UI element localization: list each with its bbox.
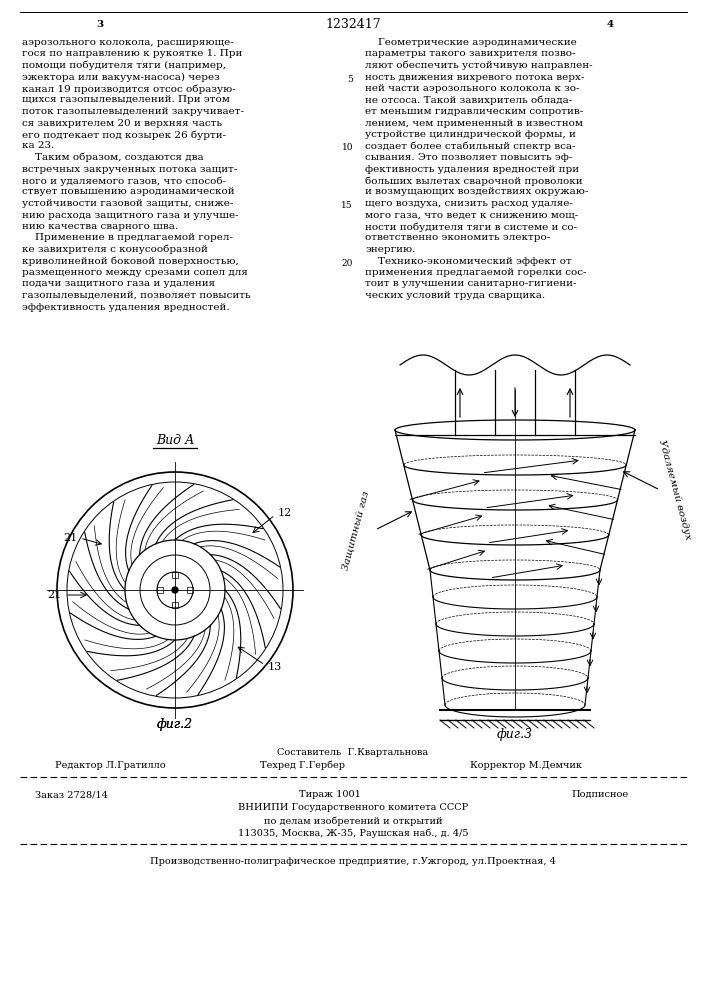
Text: 10: 10 <box>341 143 353 152</box>
Text: мого газа, что ведет к снижению мощ-: мого газа, что ведет к снижению мощ- <box>365 211 578 220</box>
Text: параметры такого завихрителя позво-: параметры такого завихрителя позво- <box>365 49 575 58</box>
Text: ного и удаляемого газов, что способ-: ного и удаляемого газов, что способ- <box>22 176 226 186</box>
Text: ней части аэрозольного колокола к зо-: ней части аэрозольного колокола к зо- <box>365 84 580 93</box>
Text: устройстве цилиндрической формы, и: устройстве цилиндрической формы, и <box>365 130 576 139</box>
Text: создает более стабильный спектр вса-: создает более стабильный спектр вса- <box>365 141 575 151</box>
Text: нию качества сварного шва.: нию качества сварного шва. <box>22 222 178 231</box>
Text: лением, чем примененный в известном: лением, чем примененный в известном <box>365 118 583 127</box>
Text: ность движения вихревого потока верх-: ность движения вихревого потока верх- <box>365 73 585 82</box>
Text: ке завихрителя с конусообразной: ке завихрителя с конусообразной <box>22 245 208 254</box>
Text: эжектора или вакуум-насоса) через: эжектора или вакуум-насоса) через <box>22 73 220 82</box>
Text: 21: 21 <box>48 590 62 600</box>
Text: его подтекает под козырек 26 бурти-: его подтекает под козырек 26 бурти- <box>22 130 226 139</box>
Text: 15: 15 <box>341 201 353 210</box>
Text: ВНИИПИ Государственного комитета СССР: ВНИИПИ Государственного комитета СССР <box>238 803 468 812</box>
Text: ка 23.: ка 23. <box>22 141 54 150</box>
Text: больших вылетах сварочной проволоки: больших вылетах сварочной проволоки <box>365 176 583 186</box>
Text: по делам изобретений и открытий: по делам изобретений и открытий <box>264 816 443 826</box>
Text: эффективность удаления вредностей.: эффективность удаления вредностей. <box>22 302 230 312</box>
Text: Заказ 2728/14: Заказ 2728/14 <box>35 790 108 799</box>
Text: Составитель  Г.Квартальнова: Составитель Г.Квартальнова <box>277 748 428 757</box>
Text: встречных закрученных потока защит-: встречных закрученных потока защит- <box>22 164 238 174</box>
Text: аэрозольного колокола, расширяюще-: аэрозольного колокола, расширяюще- <box>22 38 234 47</box>
Text: ответственно экономить электро-: ответственно экономить электро- <box>365 233 550 242</box>
Text: щего воздуха, снизить расход удаляе-: щего воздуха, снизить расход удаляе- <box>365 199 573 208</box>
Text: тоит в улучшении санитарно-гигиени-: тоит в улучшении санитарно-гигиени- <box>365 279 576 288</box>
Text: канал 19 производится отсос образую-: канал 19 производится отсос образую- <box>22 84 235 94</box>
Text: Тираж 1001: Тираж 1001 <box>299 790 361 799</box>
Text: Корректор М.Демчик: Корректор М.Демчик <box>470 761 582 770</box>
Text: фиг.3: фиг.3 <box>497 728 533 741</box>
Text: 21: 21 <box>63 533 77 543</box>
Text: газопылевыделений, позволяет повысить: газопылевыделений, позволяет повысить <box>22 291 250 300</box>
Text: 13: 13 <box>268 662 282 672</box>
Text: ет меньшим гидравлическим сопротив-: ет меньшим гидравлическим сопротив- <box>365 107 583 116</box>
Text: Геометрические аэродинамические: Геометрические аэродинамические <box>365 38 577 47</box>
Text: Техред Г.Гербер: Техред Г.Гербер <box>260 761 345 770</box>
Text: 1232417: 1232417 <box>325 18 381 31</box>
Text: энергию.: энергию. <box>365 245 416 254</box>
Text: криволинейной боковой поверхностью,: криволинейной боковой поверхностью, <box>22 256 239 266</box>
Text: Редактор Л.Гратилло: Редактор Л.Гратилло <box>55 761 165 770</box>
Text: Вид А: Вид А <box>156 434 194 447</box>
Text: применения предлагаемой горелки сос-: применения предлагаемой горелки сос- <box>365 268 587 277</box>
Text: Производственно-полиграфическое предприятие, г.Ужгород, ул.Проектная, 4: Производственно-полиграфическое предприя… <box>150 857 556 866</box>
Text: Таким образом, создаются два: Таким образом, создаются два <box>22 153 204 162</box>
Text: ляют обеспечить устойчивую направлен-: ляют обеспечить устойчивую направлен- <box>365 61 592 70</box>
Text: и возмущающих воздействиях окружаю-: и возмущающих воздействиях окружаю- <box>365 188 588 196</box>
Text: Подписное: Подписное <box>571 790 629 799</box>
Bar <box>157 587 163 593</box>
Text: 5: 5 <box>347 75 353 84</box>
Text: помощи побудителя тяги (например,: помощи побудителя тяги (например, <box>22 61 226 70</box>
Text: Удаляемый воздух: Удаляемый воздух <box>658 439 693 541</box>
Text: ности побудителя тяги в системе и со-: ности побудителя тяги в системе и со- <box>365 222 577 232</box>
Circle shape <box>172 587 178 593</box>
Text: ся завихрителем 20 и верхняя часть: ся завихрителем 20 и верхняя часть <box>22 118 222 127</box>
Text: ческих условий труда сварщика.: ческих условий труда сварщика. <box>365 291 545 300</box>
Text: 20: 20 <box>341 258 353 267</box>
Text: фиг.2: фиг.2 <box>157 718 193 731</box>
Text: гося по направлению к рукоятке 1. При: гося по направлению к рукоятке 1. При <box>22 49 243 58</box>
Text: не отсоса. Такой завихритель облада-: не отсоса. Такой завихритель облада- <box>365 96 572 105</box>
Text: щихся газопылевыделений. При этом: щихся газопылевыделений. При этом <box>22 96 230 104</box>
Bar <box>172 572 178 578</box>
Text: Применение в предлагаемой горел-: Применение в предлагаемой горел- <box>22 233 233 242</box>
Text: ствует повышению аэродинамической: ствует повышению аэродинамической <box>22 188 235 196</box>
Text: Защитный газ: Защитный газ <box>340 489 370 571</box>
Bar <box>187 587 193 593</box>
Text: поток газопылевыделений закручивает-: поток газопылевыделений закручивает- <box>22 107 244 116</box>
Text: размещенного между срезами сопел для: размещенного между срезами сопел для <box>22 268 248 277</box>
Text: устойчивости газовой защиты, сниже-: устойчивости газовой защиты, сниже- <box>22 199 233 208</box>
Bar <box>172 602 178 608</box>
Text: фективность удаления вредностей при: фективность удаления вредностей при <box>365 164 579 174</box>
Text: 3: 3 <box>96 20 103 29</box>
Text: нию расхода защитного газа и улучше-: нию расхода защитного газа и улучше- <box>22 211 239 220</box>
Text: фиг.2: фиг.2 <box>157 718 193 731</box>
Text: 4: 4 <box>607 20 614 29</box>
Text: 12: 12 <box>278 508 292 518</box>
Text: 113035, Москва, Ж-35, Раушская наб., д. 4/5: 113035, Москва, Ж-35, Раушская наб., д. … <box>238 829 468 838</box>
Text: подачи защитного газа и удаления: подачи защитного газа и удаления <box>22 279 215 288</box>
Text: сывания. Это позволяет повысить эф-: сывания. Это позволяет повысить эф- <box>365 153 573 162</box>
Text: Технико-экономический эффект от: Технико-экономический эффект от <box>365 256 572 265</box>
